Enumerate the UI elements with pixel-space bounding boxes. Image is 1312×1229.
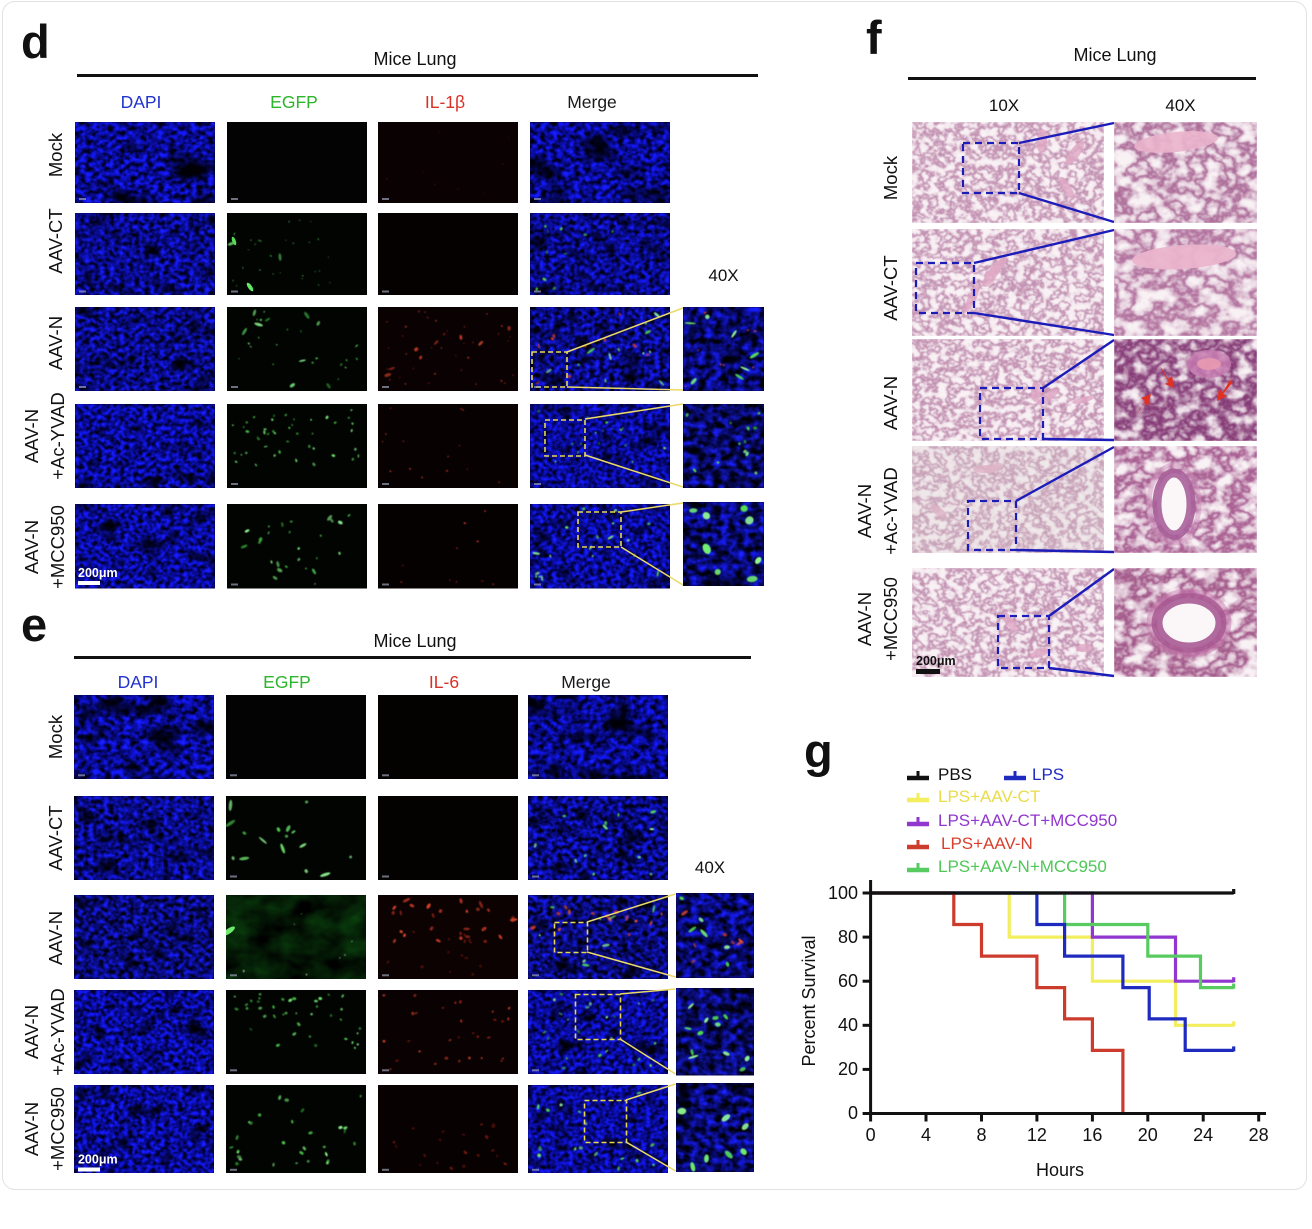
svg-text:200μm: 200μm [78, 566, 118, 580]
svg-text:200μm: 200μm [78, 1152, 118, 1166]
